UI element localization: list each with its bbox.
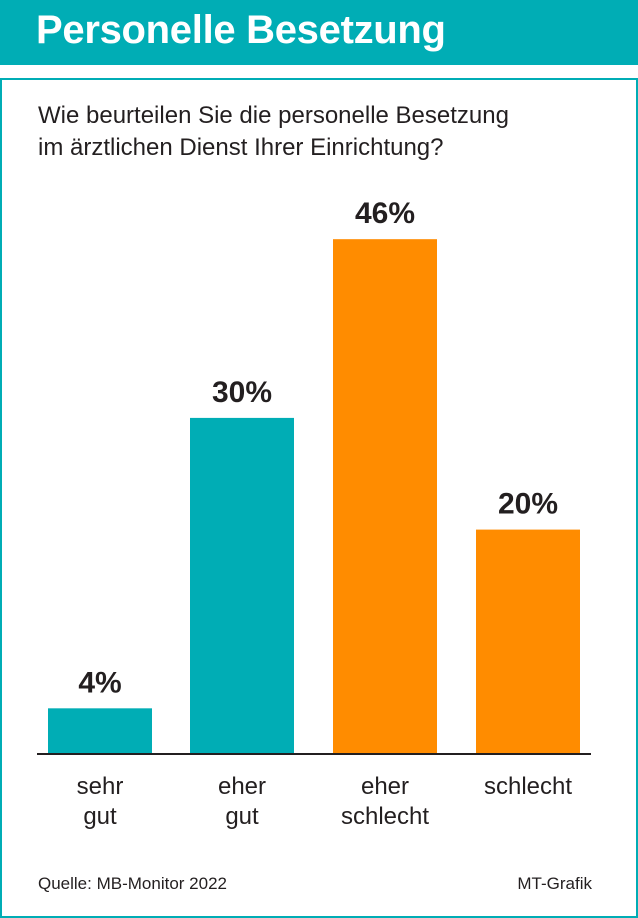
category-label: gut bbox=[225, 803, 259, 830]
category-label: eher bbox=[361, 773, 409, 800]
header-band: Personelle Besetzung bbox=[0, 0, 638, 65]
data-label: 46% bbox=[355, 197, 415, 230]
category-label: schlecht bbox=[341, 803, 429, 830]
bar bbox=[333, 239, 437, 753]
category-label: eher bbox=[218, 773, 266, 800]
bar bbox=[190, 417, 294, 753]
category-label: sehr bbox=[77, 773, 124, 800]
data-label: 4% bbox=[78, 666, 121, 699]
data-label: 20% bbox=[498, 488, 558, 521]
chart-question: Wie beurteilen Sie die personelle Besetz… bbox=[38, 100, 618, 164]
category-label: gut bbox=[83, 803, 117, 830]
bar bbox=[476, 529, 580, 753]
category-label: schlecht bbox=[484, 773, 572, 800]
page-title: Personelle Besetzung bbox=[36, 8, 446, 52]
source-note: Quelle: MB-Monitor 2022 bbox=[38, 874, 227, 893]
data-label: 30% bbox=[212, 376, 272, 409]
bar bbox=[48, 708, 152, 753]
credit-note: MT-Grafik bbox=[517, 874, 592, 893]
question-line-1: Wie beurteilen Sie die personelle Besetz… bbox=[38, 102, 509, 129]
question-line-2: im ärztlichen Dienst Ihrer Einrichtung? bbox=[38, 134, 444, 161]
chart-frame bbox=[0, 78, 638, 918]
